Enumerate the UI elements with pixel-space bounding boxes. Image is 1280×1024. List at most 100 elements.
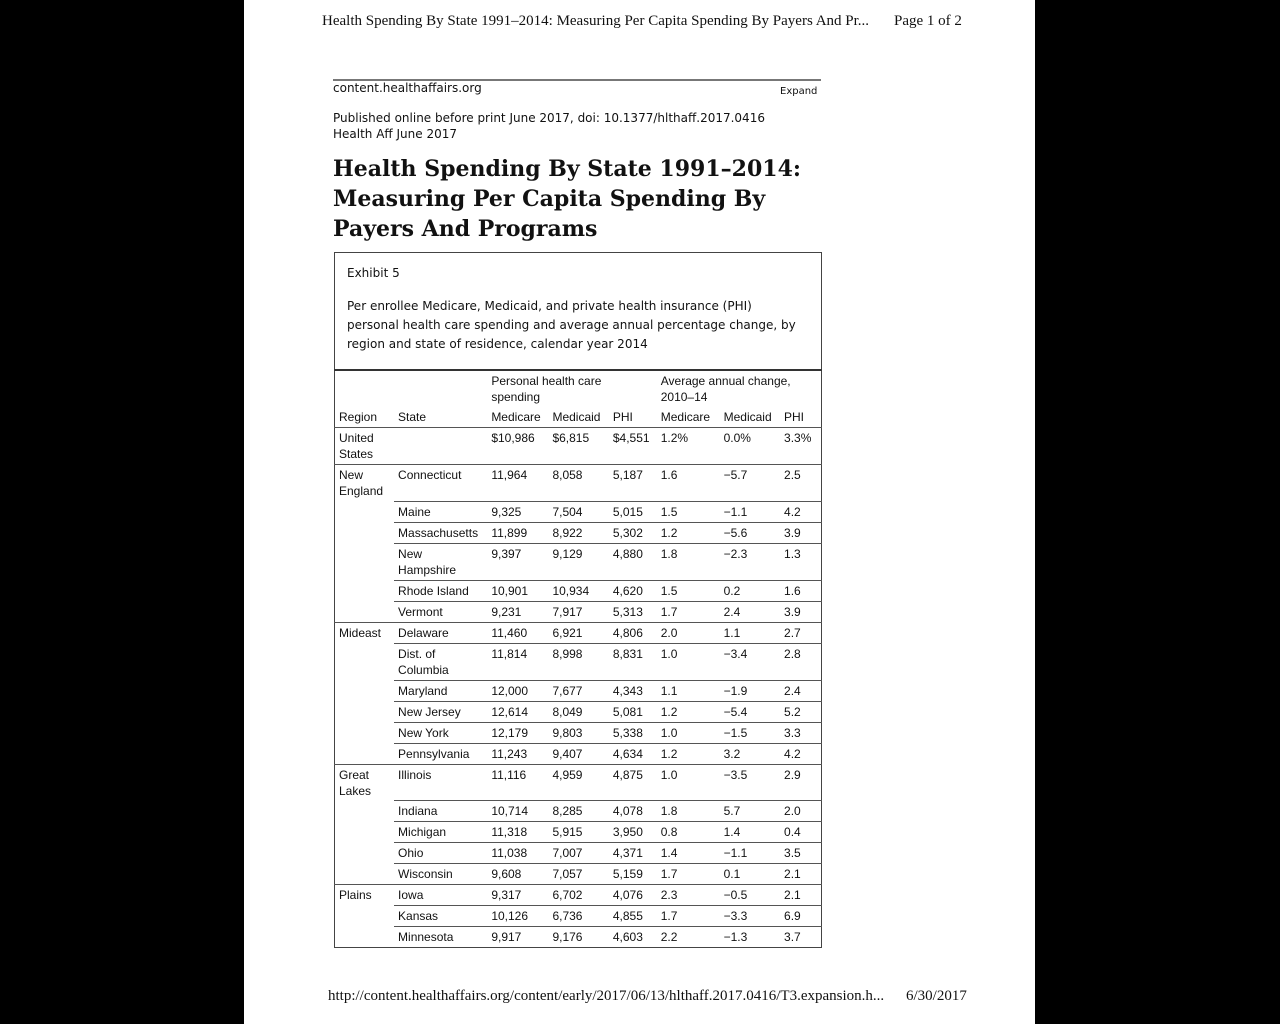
column-header: Medicaid: [552, 410, 601, 424]
value-cell: 3.2: [719, 742, 781, 764]
value-cell: 0.8: [656, 821, 720, 843]
value-cell: 3.9: [780, 521, 822, 543]
value-cell: −2.3: [719, 542, 781, 580]
value-cell: 11,243: [487, 742, 549, 764]
column-header: PHI: [612, 410, 633, 424]
value-cell: 5,015: [608, 500, 657, 522]
value-cell: 2.4: [719, 600, 781, 622]
value-cell: −3.4: [719, 642, 781, 680]
value-cell: −3.5: [719, 763, 781, 801]
table-row: New Jersey 12,614 8,049 5,081 1.2 −5.4 5.2: [335, 700, 822, 722]
value-cell: 11,460: [487, 621, 549, 643]
value-cell: 4,634: [608, 742, 657, 764]
table-row: New Hampshire 9,397 9,129 4,880 1.8 −2.3 1.3: [335, 542, 822, 580]
value-cell: 9,317: [487, 884, 549, 906]
region-cell: [335, 864, 395, 885]
state-cell: [394, 427, 488, 465]
value-cell: −5.7: [719, 464, 781, 501]
value-cell: −5.6: [719, 521, 781, 543]
region-cell: [335, 522, 395, 543]
value-cell: 0.4: [780, 821, 822, 843]
value-cell: 1.0: [656, 763, 720, 801]
value-cell: 1.4: [656, 842, 720, 864]
value-cell: 11,318: [487, 821, 549, 843]
state-cell: Michigan: [394, 821, 488, 843]
value-cell: −1.3: [719, 926, 781, 948]
region-cell: [335, 801, 395, 822]
state-cell: Iowa: [394, 884, 488, 906]
region-cell: [335, 927, 395, 948]
state-cell: Illinois: [394, 763, 488, 801]
value-cell: 8,285: [548, 800, 609, 822]
state-cell: Maryland: [394, 679, 488, 701]
value-cell: 4,343: [608, 679, 657, 701]
region-cell: New England: [334, 464, 395, 501]
region-cell: [335, 543, 395, 580]
column-header: State: [398, 410, 427, 424]
print-header-title: Health Spending By State 1991–2014: Meas…: [322, 13, 870, 29]
value-cell: −3.3: [719, 905, 781, 927]
table-row: Minnesota 9,917 9,176 4,603 2.2 −1.3 3.7: [335, 926, 822, 948]
publication-info: Published online before print June 2017,…: [333, 110, 765, 142]
value-cell: 1.0: [656, 721, 720, 743]
value-cell: 1.8: [656, 800, 720, 822]
value-cell: 4,078: [608, 800, 657, 822]
value-cell: 9,803: [548, 721, 609, 743]
value-cell: 5,159: [608, 863, 657, 885]
value-cell: 2.4: [780, 679, 822, 701]
value-cell: −1.9: [719, 679, 781, 701]
value-cell: 8,058: [548, 464, 609, 501]
value-cell: 2.1: [780, 863, 822, 885]
state-cell: Ohio: [394, 842, 488, 864]
value-cell: −0.5: [719, 884, 781, 906]
table-row: Pennsylvania 11,243 9,407 4,634 1.2 3.2 4.2: [335, 742, 822, 764]
value-cell: 5,915: [548, 821, 609, 843]
region-cell: Great Lakes: [334, 763, 395, 801]
site-name: content.healthaffairs.org: [333, 81, 482, 95]
value-cell: 6,736: [548, 905, 609, 927]
value-cell: 1.2: [656, 521, 720, 543]
value-cell: 9,407: [548, 742, 609, 764]
value-cell: −5.4: [719, 700, 781, 722]
value-cell: 1.2: [656, 700, 720, 722]
expand-link[interactable]: Expand: [780, 86, 818, 97]
state-cell: New York: [394, 721, 488, 743]
value-cell: 1.7: [656, 905, 720, 927]
table-row: Wisconsin 9,608 7,057 5,159 1.7 0.1 2.1: [335, 863, 822, 885]
state-cell: Rhode Island: [394, 579, 488, 601]
value-cell: 1.0: [656, 642, 720, 680]
value-cell: 4,855: [608, 905, 657, 927]
state-cell: Maine: [394, 500, 488, 522]
value-cell: 3.5: [780, 842, 822, 864]
print-date: 6/30/2017: [906, 988, 967, 1004]
table-row: Dist. of Columbia 11,814 8,998 8,831 1.0 −3.4…: [335, 642, 822, 680]
state-cell: Wisconsin: [394, 863, 488, 885]
state-cell: Indiana: [394, 800, 488, 822]
value-cell: 8,831: [608, 642, 657, 680]
table-row: Maine 9,325 7,504 5,015 1.5 −1.1 4.2: [335, 500, 822, 522]
value-cell: 3.7: [780, 926, 822, 948]
value-cell: $6,815: [548, 427, 609, 465]
value-cell: 1.1: [656, 679, 720, 701]
column-header: PHI: [784, 410, 805, 424]
value-cell: 2.9: [780, 763, 822, 801]
value-cell: 3.3%: [780, 427, 822, 465]
region-cell: [335, 580, 395, 601]
value-cell: 5,302: [608, 521, 657, 543]
value-cell: 10,714: [487, 800, 549, 822]
value-cell: −1.5: [719, 721, 781, 743]
region-cell: United States: [334, 427, 395, 465]
value-cell: 12,000: [487, 679, 549, 701]
value-cell: 5,338: [608, 721, 657, 743]
value-cell: 4.2: [780, 500, 822, 522]
value-cell: 8,922: [548, 521, 609, 543]
value-cell: 0.2: [719, 579, 781, 601]
state-cell: Massachusetts: [394, 521, 488, 543]
value-cell: 9,917: [487, 926, 549, 948]
column-header-row: Region State Medicare Medicaid PHI Medicare Me…: [335, 407, 822, 428]
value-cell: 1.5: [656, 500, 720, 522]
value-cell: 4,875: [608, 763, 657, 801]
region-cell: [335, 906, 395, 927]
value-cell: 1.4: [719, 821, 781, 843]
value-cell: 2.7: [780, 621, 822, 643]
